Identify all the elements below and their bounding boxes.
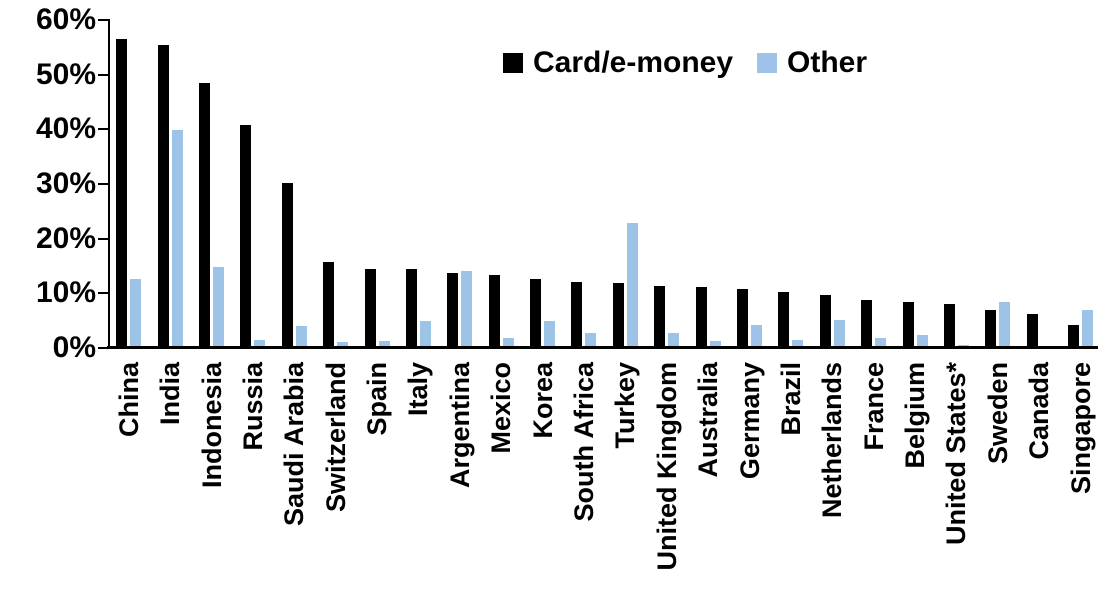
y-tick-mark bbox=[98, 292, 110, 295]
card-e-money-bar-canada bbox=[1027, 314, 1038, 346]
x-category-label: Indonesia bbox=[197, 362, 227, 489]
y-tick-label: 30% bbox=[35, 166, 96, 200]
other-bar-korea bbox=[544, 321, 555, 346]
card-e-money-bar-singapore bbox=[1068, 325, 1079, 346]
card-e-money-bar-turkey bbox=[613, 283, 624, 346]
y-tick-mark bbox=[98, 18, 110, 21]
x-axis-line bbox=[107, 346, 1098, 349]
x-category-label: China bbox=[114, 362, 144, 438]
card-e-money-bar-sweden bbox=[985, 310, 996, 346]
card-e-money-bar-argentina bbox=[447, 273, 458, 346]
y-tick-mark bbox=[98, 128, 110, 131]
legend-swatch-card-e-money bbox=[503, 53, 523, 73]
x-category-label: Saudi Arabia bbox=[279, 362, 309, 527]
card-e-money-bar-united-states- bbox=[944, 304, 955, 346]
card-e-money-bar-united-kingdom bbox=[654, 286, 665, 346]
x-category-label: France bbox=[859, 362, 889, 451]
card-e-money-bar-china bbox=[116, 39, 127, 346]
y-tick-label: 10% bbox=[35, 276, 96, 310]
legend-label-card-e-money: Card/e-money bbox=[533, 46, 734, 79]
x-category-label: India bbox=[155, 362, 185, 426]
x-category-label: Sweden bbox=[983, 362, 1013, 465]
legend-swatch-other bbox=[757, 53, 777, 73]
x-category-label: Netherlands bbox=[817, 362, 847, 519]
other-bar-mexico bbox=[503, 338, 514, 346]
other-bar-germany bbox=[751, 325, 762, 346]
other-bar-spain bbox=[379, 341, 390, 346]
x-category-label: United Kingdom bbox=[652, 362, 682, 571]
x-category-label: Switzerland bbox=[321, 362, 351, 513]
card-e-money-bar-belgium bbox=[903, 302, 914, 346]
x-category-label: South Africa bbox=[569, 362, 599, 522]
y-tick-mark bbox=[98, 182, 110, 185]
card-e-money-bar-saudi-arabia bbox=[282, 183, 293, 346]
other-bar-indonesia bbox=[213, 267, 224, 346]
other-bar-sweden bbox=[999, 302, 1010, 346]
other-bar-italy bbox=[420, 321, 431, 346]
x-category-label: Australia bbox=[693, 362, 723, 478]
card-e-money-bar-netherlands bbox=[820, 295, 831, 346]
other-bar-south-africa bbox=[585, 333, 596, 346]
x-category-label: Turkey bbox=[610, 362, 640, 449]
card-e-money-bar-germany bbox=[737, 289, 748, 346]
x-category-label: Argentina bbox=[445, 362, 475, 489]
y-tick-mark bbox=[98, 237, 110, 240]
x-category-label: Singapore bbox=[1066, 362, 1096, 495]
other-bar-australia bbox=[710, 341, 721, 346]
other-bar-belgium bbox=[917, 335, 928, 346]
card-e-money-bar-russia bbox=[240, 125, 251, 346]
other-bar-china bbox=[130, 279, 141, 346]
card-e-money-bar-france bbox=[861, 300, 872, 346]
legend-item-other: Other bbox=[757, 48, 867, 78]
x-category-label: Russia bbox=[238, 362, 268, 451]
y-tick-label: 50% bbox=[35, 57, 96, 91]
other-bar-saudi-arabia bbox=[296, 326, 307, 346]
card-e-money-bar-indonesia bbox=[199, 83, 210, 346]
x-category-label: Italy bbox=[403, 362, 433, 417]
other-bar-india bbox=[172, 130, 183, 346]
card-e-money-bar-brazil bbox=[778, 292, 789, 346]
x-category-label: Canada bbox=[1024, 362, 1054, 460]
x-category-label: Belgium bbox=[900, 362, 930, 469]
card-e-money-bar-south-africa bbox=[571, 282, 582, 346]
card-e-money-bar-australia bbox=[696, 287, 707, 346]
other-bar-turkey bbox=[627, 223, 638, 346]
y-tick-label: 40% bbox=[35, 112, 96, 146]
y-tick-mark bbox=[98, 347, 110, 349]
x-category-label: Germany bbox=[735, 362, 765, 480]
other-bar-singapore bbox=[1082, 310, 1093, 346]
other-bar-france bbox=[875, 338, 886, 346]
other-bar-switzerland bbox=[337, 342, 348, 346]
other-bar-russia bbox=[254, 340, 265, 346]
x-category-label: Spain bbox=[362, 362, 392, 436]
x-category-label: Brazil bbox=[776, 362, 806, 436]
card-e-money-bar-india bbox=[158, 45, 169, 346]
card-e-money-bar-spain bbox=[365, 269, 376, 346]
y-tick-label: 20% bbox=[35, 221, 96, 255]
card-e-money-bar-mexico bbox=[489, 275, 500, 346]
other-bar-united-kingdom bbox=[668, 333, 679, 346]
y-tick-mark bbox=[98, 73, 110, 76]
other-bar-netherlands bbox=[834, 320, 845, 346]
legend-item-card-e-money: Card/e-money bbox=[503, 48, 733, 78]
y-tick-label: 60% bbox=[35, 2, 96, 36]
other-bar-argentina bbox=[461, 271, 472, 346]
legend-label-other: Other bbox=[787, 46, 868, 79]
card-e-money-bar-switzerland bbox=[323, 262, 334, 346]
x-category-label: Korea bbox=[528, 362, 558, 439]
y-tick-label: 0% bbox=[52, 331, 96, 364]
card-e-money-bar-italy bbox=[406, 269, 417, 346]
card-e-money-bar-korea bbox=[530, 279, 541, 346]
x-category-label: United States* bbox=[941, 362, 971, 546]
other-bar-united-states- bbox=[958, 345, 969, 346]
other-bar-brazil bbox=[792, 340, 803, 346]
x-category-label: Mexico bbox=[486, 362, 516, 454]
